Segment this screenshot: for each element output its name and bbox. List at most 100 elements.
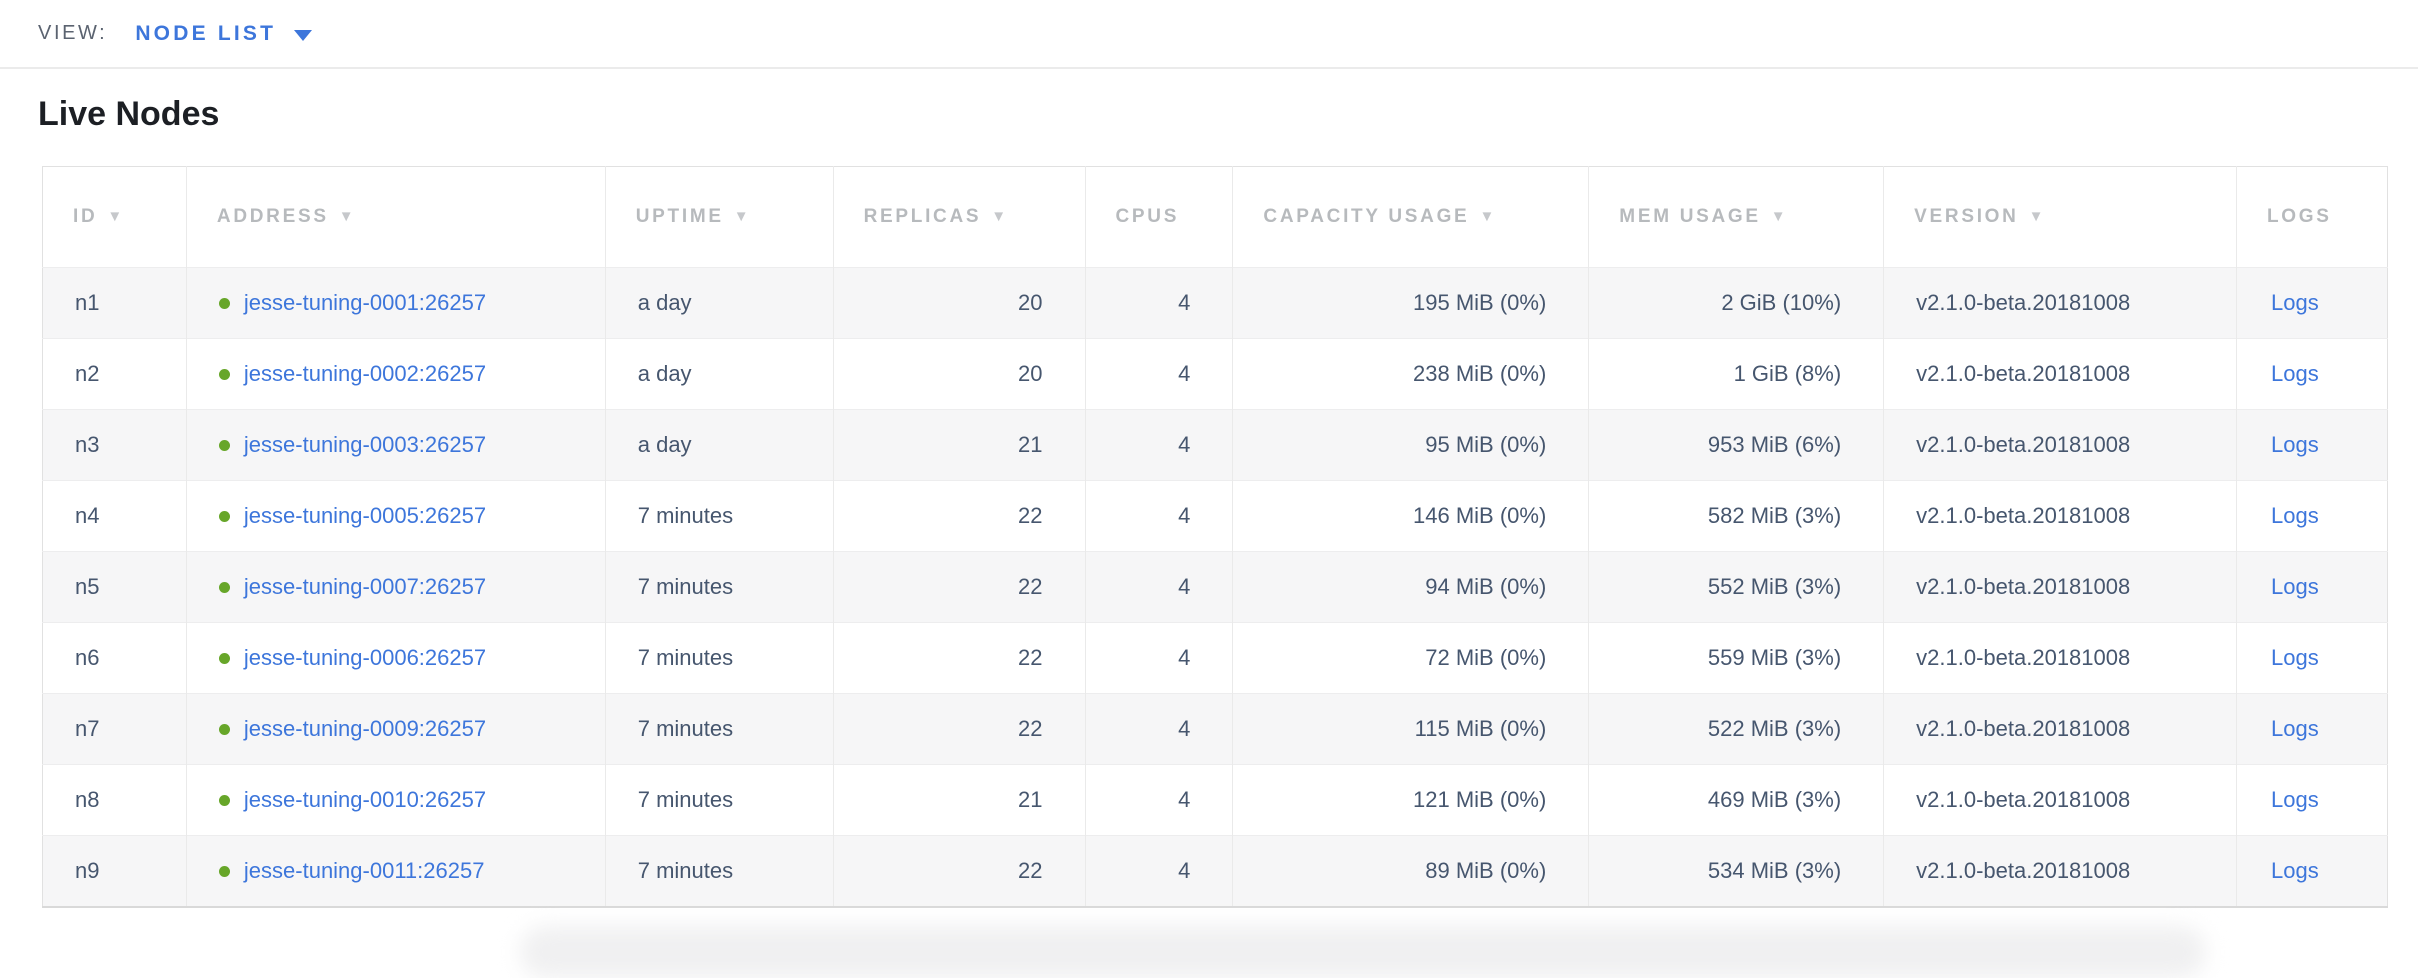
column-label: ADDRESS (216, 206, 329, 227)
column-label: VERSION (1914, 206, 2019, 227)
cell-version: v2.1.0-beta.20181008 (1883, 764, 2237, 836)
column-label: ID (73, 206, 98, 227)
cell-replicas: 20 (832, 267, 1085, 339)
cell-uptime: 7 minutes (604, 551, 834, 623)
cell-replicas: 22 (832, 693, 1085, 765)
logs-link[interactable]: Logs (2271, 503, 2319, 528)
sort-caret-icon: ▼ (1479, 208, 1497, 225)
cell-logs: Logs (2236, 551, 2388, 623)
cell-capacity: 195 MiB (0%) (1232, 267, 1589, 339)
node-live-status-icon (218, 582, 230, 593)
node-row-n8: n8 jesse-tuning-0010:26257 7 minutes 21 4 121… (42, 764, 2388, 836)
cell-uptime: 7 minutes (604, 622, 834, 694)
logs-link[interactable]: Logs (2271, 645, 2319, 670)
column-label: LOGS (2267, 206, 2332, 227)
cell-id: n6 (42, 622, 187, 694)
cell-id: n1 (42, 267, 187, 339)
logs-link[interactable]: Logs (2271, 432, 2319, 457)
cell-replicas: 21 (832, 764, 1085, 836)
cell-address: jesse-tuning-0009:26257 (185, 693, 606, 765)
column-label: CPUS (1115, 206, 1180, 227)
logs-link[interactable]: Logs (2271, 574, 2319, 599)
cell-uptime: a day (604, 338, 834, 410)
cell-id: n4 (42, 480, 187, 552)
node-live-status-icon (218, 795, 230, 806)
logs-link[interactable]: Logs (2271, 716, 2319, 741)
cell-mem: 522 MiB (3%) (1588, 693, 1884, 765)
sort-caret-icon: ▼ (991, 208, 1009, 225)
cell-address: jesse-tuning-0005:26257 (185, 480, 606, 552)
logs-link[interactable]: Logs (2271, 361, 2319, 386)
column-header-mem[interactable]: MEM USAGE ▼ (1588, 166, 1884, 268)
view-bar: VIEW: NODE LIST (0, 0, 2418, 69)
column-header-capacity[interactable]: CAPACITY USAGE ▼ (1232, 166, 1589, 268)
column-header-cpus: CPUS (1084, 166, 1233, 268)
cell-address: jesse-tuning-0010:26257 (185, 764, 606, 836)
node-row-n1: n1 jesse-tuning-0001:26257 a day 20 4 195 MiB… (42, 267, 2388, 339)
node-address-link[interactable]: jesse-tuning-0005:26257 (243, 503, 487, 528)
column-header-version[interactable]: VERSION ▼ (1883, 166, 2237, 268)
sort-caret-icon: ▼ (1770, 208, 1789, 225)
column-header-id[interactable]: ID ▼ (43, 167, 187, 268)
node-address-link[interactable]: jesse-tuning-0006:26257 (243, 645, 487, 670)
cell-version: v2.1.0-beta.20181008 (1883, 835, 2237, 907)
logs-link[interactable]: Logs (2271, 857, 2319, 883)
node-address-link[interactable]: jesse-tuning-0003:26257 (243, 432, 487, 457)
node-live-status-icon (218, 865, 230, 877)
sort-caret-icon: ▼ (733, 208, 752, 225)
chevron-down-icon (294, 29, 313, 41)
cell-mem: 953 MiB (6%) (1588, 409, 1884, 481)
bottom-shadow (520, 926, 2206, 978)
cell-capacity: 89 MiB (0%) (1232, 835, 1589, 907)
cell-logs: Logs (2236, 480, 2388, 552)
cell-id: n7 (42, 693, 187, 765)
cell-capacity: 95 MiB (0%) (1232, 409, 1589, 481)
node-address-link[interactable]: jesse-tuning-0007:26257 (243, 574, 487, 599)
view-label: VIEW: (38, 22, 108, 44)
node-address-link[interactable]: jesse-tuning-0002:26257 (243, 361, 487, 386)
cell-cpus: 4 (1084, 409, 1233, 481)
column-header-uptime[interactable]: UPTIME ▼ (604, 166, 834, 268)
logs-link[interactable]: Logs (2271, 787, 2319, 812)
cell-address: jesse-tuning-0007:26257 (185, 551, 606, 623)
node-address-link[interactable]: jesse-tuning-0001:26257 (243, 290, 487, 315)
column-label: UPTIME (635, 206, 724, 227)
cell-cpus: 4 (1084, 551, 1233, 623)
node-live-status-icon (218, 298, 230, 309)
cell-cpus: 4 (1084, 338, 1233, 410)
node-address-link[interactable]: jesse-tuning-0009:26257 (243, 716, 487, 741)
cell-logs: Logs (2236, 835, 2388, 907)
sort-caret-icon: ▼ (2028, 208, 2047, 225)
node-address-link[interactable]: jesse-tuning-0011:26257 (243, 857, 485, 883)
cell-replicas: 22 (832, 551, 1085, 623)
column-header-logs: LOGS (2236, 166, 2388, 268)
node-live-status-icon (218, 440, 230, 451)
cell-version: v2.1.0-beta.20181008 (1883, 551, 2237, 623)
cell-capacity: 115 MiB (0%) (1232, 693, 1589, 765)
cell-logs: Logs (2236, 267, 2388, 339)
node-live-status-icon (218, 653, 230, 664)
cell-id: n8 (42, 764, 187, 836)
cell-mem: 534 MiB (3%) (1588, 835, 1884, 907)
cell-mem: 559 MiB (3%) (1588, 622, 1884, 694)
cell-uptime: 7 minutes (604, 835, 834, 907)
column-header-replicas[interactable]: REPLICAS ▼ (832, 166, 1085, 268)
node-row-n4: n4 jesse-tuning-0005:26257 7 minutes 22 4 146… (42, 480, 2388, 552)
node-row-n5: n5 jesse-tuning-0007:26257 7 minutes 22 4 94 … (42, 551, 2388, 623)
node-address-link[interactable]: jesse-tuning-0010:26257 (243, 787, 487, 812)
cell-address: jesse-tuning-0002:26257 (185, 338, 606, 410)
cell-mem: 1 GiB (8%) (1588, 338, 1884, 410)
cell-logs: Logs (2236, 693, 2388, 765)
node-live-status-icon (218, 511, 230, 522)
cell-logs: Logs (2236, 622, 2388, 694)
cell-capacity: 121 MiB (0%) (1232, 764, 1589, 836)
cell-mem: 469 MiB (3%) (1588, 764, 1884, 836)
cell-uptime: 7 minutes (604, 480, 834, 552)
page-title: Live Nodes (38, 95, 220, 133)
cell-logs: Logs (2236, 409, 2388, 481)
view-selector-dropdown[interactable]: NODE LIST (135, 22, 313, 46)
logs-link[interactable]: Logs (2271, 290, 2319, 315)
column-label: REPLICAS (863, 206, 982, 227)
cell-cpus: 4 (1084, 693, 1233, 765)
column-header-address[interactable]: ADDRESS ▼ (185, 166, 606, 268)
